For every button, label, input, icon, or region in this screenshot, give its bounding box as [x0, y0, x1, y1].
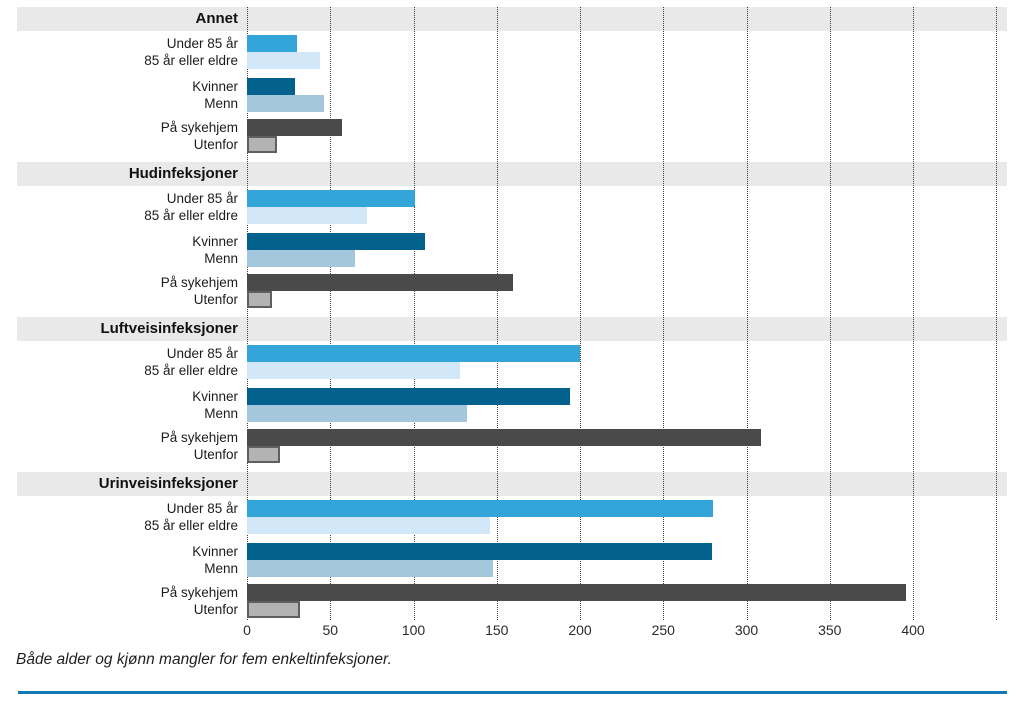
bar-urinveisinfeksjoner-85-ar-eller-eldre: [247, 517, 491, 534]
bar-luftveisinfeksjoner-utenfor: [247, 446, 281, 463]
gridline-300: [746, 7, 748, 620]
bar-hudinfeksjoner-under-85-ar: [247, 190, 416, 207]
x-axis-tick-label-400: 400: [901, 622, 925, 638]
bar-hudinfeksjoner-menn: [247, 250, 356, 267]
bar-row-label-pa-sykehjem: På sykehjem: [160, 275, 238, 290]
bar-luftveisinfeksjoner-pa-sykehjem: [247, 429, 762, 446]
bar-row-label-pa-sykehjem: På sykehjem: [160, 585, 238, 600]
bar-row-label-menn: Menn: [204, 251, 238, 266]
bar-row-label-85-ar-eller-eldre: 85 år eller eldre: [144, 363, 238, 378]
bar-annet-85-ar-eller-eldre: [247, 52, 321, 69]
section-title-urinveisinfeksjoner: Urinveisinfeksjoner: [98, 475, 238, 492]
bar-row-label-kvinner: Kvinner: [192, 234, 238, 249]
x-axis-tick-label-150: 150: [485, 622, 509, 638]
section-band-urinveisinfeksjoner: [17, 472, 1007, 496]
bar-row-label-menn: Menn: [204, 406, 238, 421]
bar-luftveisinfeksjoner-under-85-ar: [247, 345, 580, 362]
bar-row-label-utenfor: Utenfor: [193, 447, 238, 462]
bar-row-label-menn: Menn: [204, 561, 238, 576]
section-title-luftveisinfeksjoner: Luftveisinfeksjoner: [100, 320, 238, 337]
bar-row-label-under-85-ar: Under 85 år: [166, 191, 238, 206]
bar-luftveisinfeksjoner-85-ar-eller-eldre: [247, 362, 461, 379]
bar-row-label-utenfor: Utenfor: [193, 137, 238, 152]
bar-urinveisinfeksjoner-kvinner: [247, 543, 712, 560]
x-axis-tick-label-0: 0: [243, 622, 251, 638]
gridline-450: [996, 7, 998, 620]
bar-row-label-utenfor: Utenfor: [193, 292, 238, 307]
x-axis-tick-label-50: 50: [322, 622, 339, 638]
bar-annet-kvinner: [247, 78, 296, 95]
bar-hudinfeksjoner-pa-sykehjem: [247, 274, 514, 291]
bar-row-label-under-85-ar: Under 85 år: [166, 36, 238, 51]
section-band-luftveisinfeksjoner: [17, 317, 1007, 341]
bar-row-label-kvinner: Kvinner: [192, 79, 238, 94]
bar-row-label-pa-sykehjem: På sykehjem: [160, 430, 238, 445]
bar-row-label-menn: Menn: [204, 96, 238, 111]
x-axis-tick-label-250: 250: [651, 622, 675, 638]
bar-urinveisinfeksjoner-pa-sykehjem: [247, 584, 907, 601]
x-axis-tick-label-100: 100: [401, 622, 426, 638]
bar-row-label-kvinner: Kvinner: [192, 544, 238, 559]
bar-annet-pa-sykehjem: [247, 119, 342, 136]
bar-row-label-under-85-ar: Under 85 år: [166, 501, 238, 516]
gridline-400: [913, 7, 914, 620]
gridline-350: [829, 7, 831, 620]
gridline-250: [663, 7, 665, 620]
x-axis-tick-label-300: 300: [734, 622, 759, 638]
bar-row-label-85-ar-eller-eldre: 85 år eller eldre: [144, 53, 238, 68]
bar-hudinfeksjoner-kvinner: [247, 233, 426, 250]
bar-hudinfeksjoner-utenfor: [247, 291, 272, 308]
bar-urinveisinfeksjoner-utenfor: [247, 601, 301, 618]
bar-urinveisinfeksjoner-menn: [247, 560, 494, 577]
section-band-hudinfeksjoner: [17, 162, 1007, 186]
bar-annet-under-85-ar: [247, 35, 297, 52]
bar-row-label-kvinner: Kvinner: [192, 389, 238, 404]
section-band-annet: [17, 7, 1007, 31]
bar-row-label-85-ar-eller-eldre: 85 år eller eldre: [144, 208, 238, 223]
caption: Både alder og kjønn mangler for fem enke…: [16, 651, 392, 668]
gridline-200: [580, 7, 581, 620]
gridline-50: [330, 7, 332, 620]
x-axis-tick-label-200: 200: [568, 622, 592, 638]
section-title-hudinfeksjoner: Hudinfeksjoner: [128, 165, 238, 182]
bar-hudinfeksjoner-85-ar-eller-eldre: [247, 207, 367, 224]
bar-urinveisinfeksjoner-under-85-ar: [247, 500, 714, 517]
bar-annet-utenfor: [247, 136, 277, 153]
bar-luftveisinfeksjoner-kvinner: [247, 388, 570, 405]
bottom-rule: [18, 691, 1007, 694]
bar-row-label-pa-sykehjem: På sykehjem: [160, 120, 238, 135]
bar-row-label-85-ar-eller-eldre: 85 år eller eldre: [144, 518, 238, 533]
bar-luftveisinfeksjoner-menn: [247, 405, 467, 422]
x-axis-tick-label-350: 350: [818, 622, 842, 638]
bar-annet-menn: [247, 95, 324, 112]
gridline-0: [247, 7, 248, 620]
bar-row-label-under-85-ar: Under 85 år: [166, 346, 238, 361]
gridline-100: [413, 7, 415, 620]
section-title-annet: Annet: [195, 10, 239, 27]
gridline-150: [496, 7, 498, 620]
bar-row-label-utenfor: Utenfor: [193, 602, 238, 617]
